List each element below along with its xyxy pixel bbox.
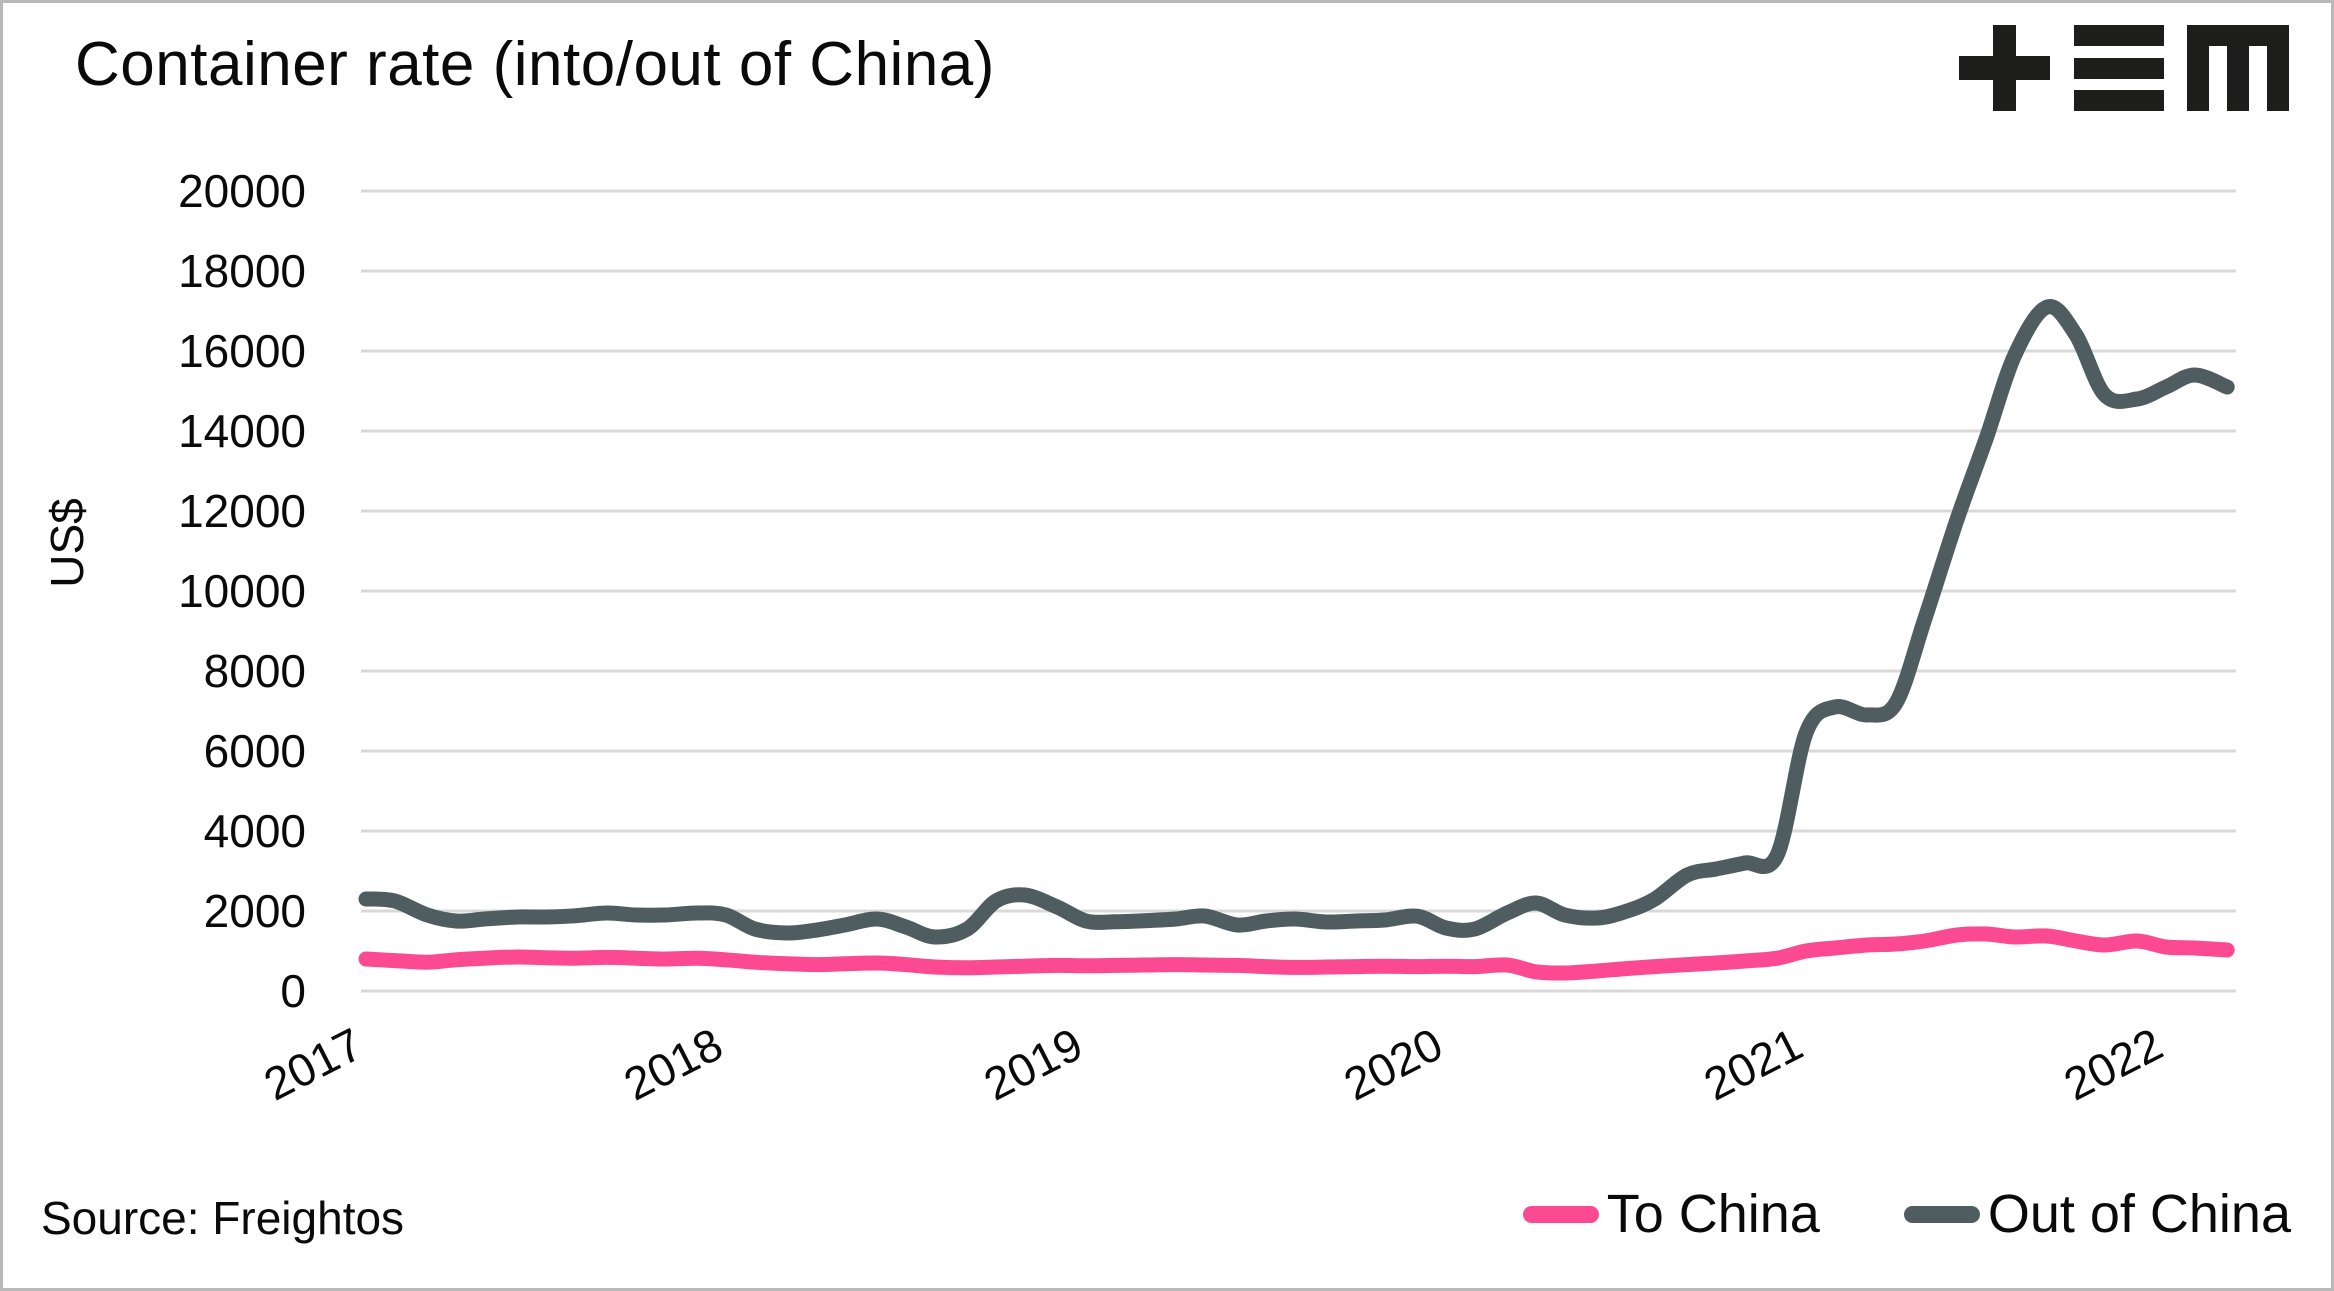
triple-bar-glyph [2074, 25, 2164, 111]
x-tick-label: 2017 [256, 1018, 371, 1111]
x-tick-label: 2019 [976, 1018, 1091, 1111]
legend-label: Out of China [1987, 1184, 2291, 1244]
legend-label: To China [1606, 1184, 1820, 1244]
y-tick-label: 8000 [204, 645, 306, 697]
y-tick-label: 12000 [178, 485, 306, 537]
y-tick-label: 6000 [204, 725, 306, 777]
chart-title: Container rate (into/out of China) [75, 30, 995, 99]
m-glyph [2187, 25, 2289, 111]
y-tick-label: 18000 [178, 245, 306, 297]
x-tick-label: 2021 [1696, 1018, 1811, 1111]
y-tick-label: 10000 [178, 565, 306, 617]
series-line-to-china [358, 926, 2235, 981]
legend-item-out-of-china: Out of China [1903, 1183, 2291, 1245]
y-tick-label: 2000 [204, 885, 306, 937]
legend-item-to-china: To China [1522, 1183, 1820, 1245]
x-tick-label: 2022 [2056, 1018, 2171, 1111]
y-tick-label: 20000 [178, 165, 306, 217]
plus-glyph [1959, 25, 2050, 111]
series-line-out-of-china [358, 299, 2235, 945]
y-tick-label: 0 [280, 965, 306, 1017]
y-tick-label: 14000 [178, 405, 306, 457]
y-axis-label: US$ [41, 498, 93, 587]
out-of-china-swatch-icon [1903, 1205, 1980, 1223]
to-china-swatch-icon [1522, 1205, 1599, 1223]
source-note: Source: Freightos [41, 1192, 405, 1244]
x-tick-label: 2018 [616, 1018, 731, 1111]
y-tick-label: 4000 [204, 805, 306, 857]
chart-canvas: 0 2000 4000 6000 8000 10000 12000 14000 16000 180… [41, 165, 2236, 1111]
legend: To China Out of China [1522, 1183, 2291, 1245]
x-tick-label: 2020 [1336, 1018, 1451, 1111]
y-tick-label: 16000 [178, 325, 306, 377]
brand-logo-icon [1959, 25, 2289, 111]
